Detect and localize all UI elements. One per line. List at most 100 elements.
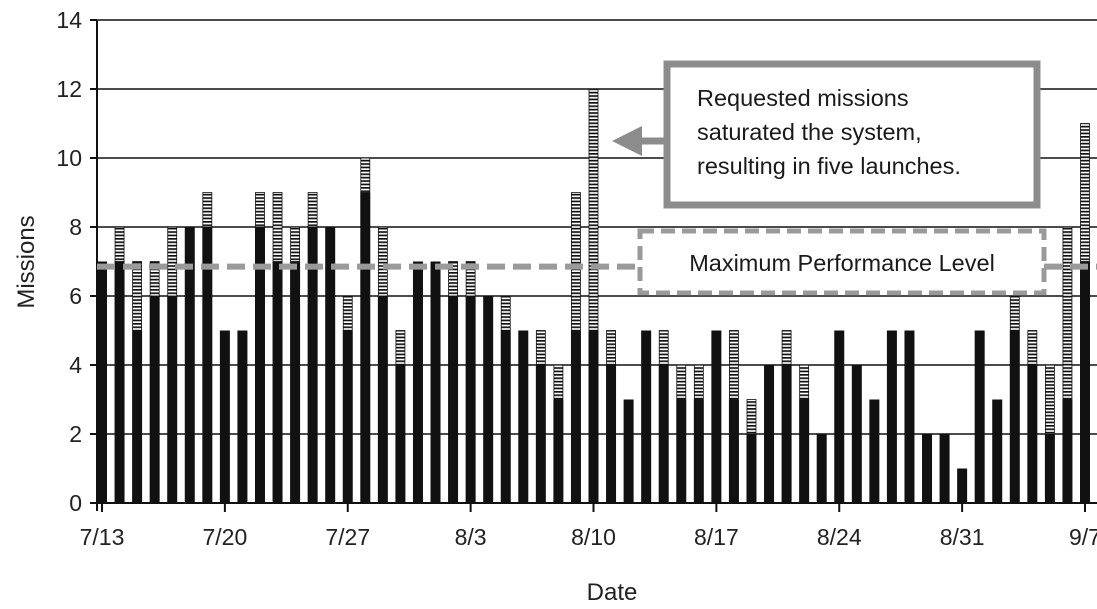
bar-solid [834,330,845,503]
bar-solid [97,261,107,503]
bar-solid [290,261,301,503]
bar-striped [588,88,599,331]
bar-solid [799,399,810,503]
bar-striped [395,330,406,366]
max-performance-reference: Maximum Performance Level [97,228,1097,296]
bar-solid [132,330,143,503]
bar-solid [570,330,581,503]
bar-solid [1080,261,1090,503]
bar-striped [1080,123,1090,262]
bar-striped [571,192,581,331]
x-tick-label: 7/27 [325,524,370,550]
x-tick-label: 8/3 [455,524,487,550]
x-tick-label: 8/10 [571,524,616,550]
bar-solid [1009,330,1020,503]
y-tick-label: 0 [69,490,82,516]
bar-solid [746,434,757,503]
bar-solid [641,330,652,503]
bar-solid [114,261,125,503]
bar-solid [957,468,968,503]
bar-solid [1062,399,1073,503]
bar-solid [518,330,529,503]
y-tick-label: 10 [56,145,82,171]
bar-solid [500,330,511,503]
bar-solid [676,399,687,503]
bar-striped [149,261,160,297]
bar-solid [184,227,195,503]
bar-solid [465,296,476,503]
bar-solid [202,227,213,503]
bar-striped [1009,295,1020,331]
bar-solid [693,399,704,503]
bar-striped [1062,226,1073,400]
x-tick-label: 7/20 [202,524,247,550]
y-tick-labels: 0 2 4 6 8 10 12 14 [56,7,82,516]
y-tick-label: 4 [69,352,82,378]
bar-striped [535,330,546,366]
bar-striped [290,226,300,262]
bar-solid [1027,365,1038,503]
bar-solid [254,227,265,503]
bar-solid [658,365,669,503]
bar-solid [992,399,1003,503]
bar-striped [676,364,687,400]
x-tick-label: 7/13 [80,524,125,550]
annotation-callout: Requested missions saturated the system,… [612,60,1041,209]
annotation-arrow-head [612,126,642,156]
bar-solid [553,399,564,503]
y-tick-label: 14 [56,7,82,33]
bar-striped [553,364,564,400]
annotation-box [663,60,1041,209]
annotation-line-1: Requested missions [697,85,909,111]
x-tick-label: 9/7 [1069,524,1097,550]
bar-striped [255,192,265,228]
bar-solid [395,365,406,503]
bar-solid [237,330,248,503]
x-axis-title: Date [587,579,638,606]
bar-solid [167,296,178,503]
bar-striped [360,157,371,193]
reference-label-box [637,228,1047,296]
bar-striped [746,399,757,435]
bar-solid [851,365,862,503]
y-tick-label: 12 [56,76,82,102]
bar-solid [711,330,722,503]
bar-striped [307,192,318,228]
x-tick-label: 8/17 [694,524,739,550]
bar-solid [307,227,318,503]
bar-striped [729,330,739,400]
y-tick-label: 8 [69,214,82,240]
bar-striped [114,226,125,262]
bar-striped [167,226,178,297]
bar-solid [342,330,353,503]
y-tick-label: 2 [69,421,82,447]
bar-solid [904,330,915,503]
bar-solid [886,330,897,503]
x-tick-labels: 7/13 7/20 7/27 8/3 8/10 8/17 8/24 8/31 9/7 [80,524,1097,550]
bar-solid [974,330,985,503]
y-axis-title: Missions [13,215,40,308]
bar-striped [1044,364,1055,435]
bar-solid [219,330,230,503]
bar-striped [342,295,353,331]
bar-solid [606,365,617,503]
bar-solid [922,434,933,503]
bar-solid [448,296,459,503]
reference-line-label: Maximum Performance Level [689,250,995,276]
bar-striped [500,295,511,331]
bars [97,88,1090,503]
bar-solid [483,296,494,503]
bar-striped [465,261,476,297]
x-tick-label: 8/31 [940,524,985,550]
bar-striped [1027,330,1038,366]
bar-striped [606,330,616,366]
bar-solid [816,434,827,503]
bar-solid [764,365,775,503]
bar-striped [799,364,810,400]
bar-solid [360,192,371,503]
bar-solid [272,261,283,503]
annotation-line-3: resulting in five launches. [697,153,961,179]
bar-solid [781,365,792,503]
bar-solid [377,296,388,503]
